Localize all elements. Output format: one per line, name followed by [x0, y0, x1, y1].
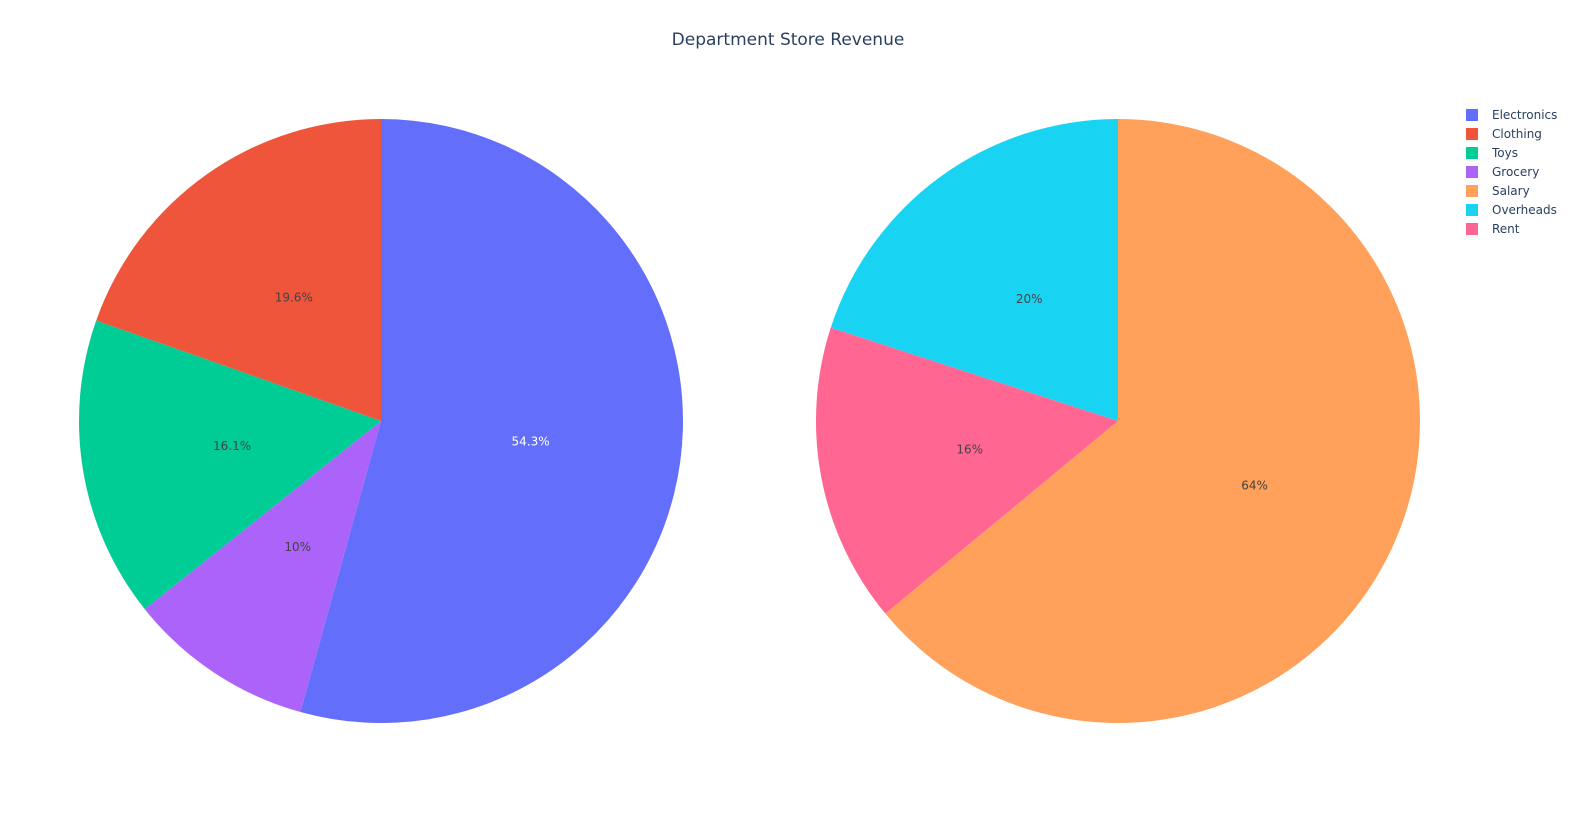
slice-label-electronics: 54.3% — [512, 434, 550, 448]
legend-label: Salary — [1492, 183, 1530, 198]
legend-label: Electronics — [1492, 107, 1558, 122]
slice-label-rent: 16% — [956, 442, 983, 456]
legend-item-electronics[interactable]: Electronics — [1466, 105, 1557, 124]
slice-label-toys: 16.1% — [213, 439, 251, 453]
pie-slice-clothing[interactable] — [96, 119, 381, 421]
pie-slice-overheads[interactable] — [830, 119, 1118, 421]
legend-label: Toys — [1492, 145, 1518, 160]
legend-swatch — [1466, 108, 1478, 121]
legend-item-toys[interactable]: Toys — [1466, 143, 1557, 162]
pie-chart-expenses: 64% 16% 20% — [816, 119, 1420, 723]
legend-label: Overheads — [1492, 202, 1557, 217]
legend-swatch — [1466, 184, 1478, 197]
legend-item-salary[interactable]: Salary — [1466, 181, 1557, 200]
pie-chart-store-revenue: 54.3% 10% 16.1% 19.6% — [79, 119, 683, 723]
pie-slice-salary[interactable] — [885, 119, 1420, 723]
chart-title: Department Store Revenue — [671, 30, 905, 50]
legend: Electronics Clothing Toys Grocery Salary Over… — [1466, 105, 1557, 238]
slice-label-overheads: 20% — [1016, 292, 1043, 306]
slice-label-salary: 64% — [1241, 478, 1268, 492]
legend-label: Clothing — [1492, 126, 1542, 141]
legend-swatch — [1466, 222, 1478, 235]
legend-swatch — [1466, 203, 1478, 216]
legend-swatch — [1466, 165, 1478, 178]
legend-item-overheads[interactable]: Overheads — [1466, 200, 1557, 219]
pie-slice-toys[interactable] — [79, 320, 381, 610]
legend-label: Rent — [1492, 221, 1520, 236]
legend-label: Grocery — [1492, 164, 1540, 179]
slice-label-clothing: 19.6% — [275, 291, 313, 305]
legend-item-rent[interactable]: Rent — [1466, 219, 1557, 238]
pie-slice-rent[interactable] — [816, 327, 1118, 614]
pie-slice-grocery[interactable] — [144, 421, 381, 713]
slice-label-grocery: 10% — [284, 540, 311, 554]
legend-item-clothing[interactable]: Clothing — [1466, 124, 1557, 143]
pie-slice-electronics[interactable] — [300, 119, 683, 723]
legend-swatch — [1466, 146, 1478, 159]
legend-item-grocery[interactable]: Grocery — [1466, 162, 1557, 181]
legend-swatch — [1466, 127, 1478, 140]
